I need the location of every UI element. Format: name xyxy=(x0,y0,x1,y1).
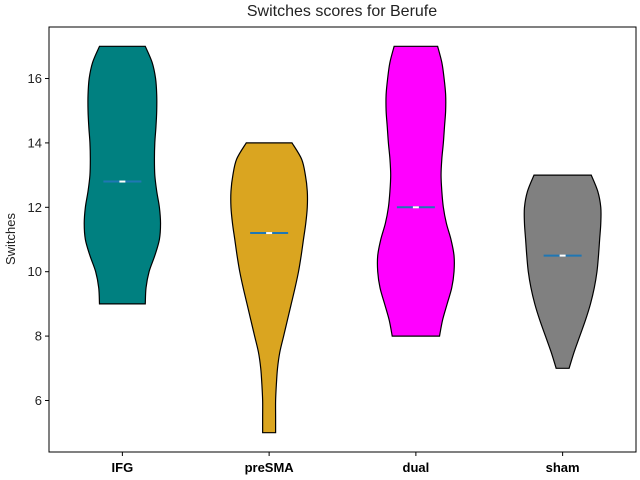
x-tick-label-dual: dual xyxy=(403,460,430,475)
violin-IFG xyxy=(83,45,162,305)
violin-body xyxy=(523,174,602,369)
violin-dual xyxy=(376,45,455,337)
y-tick-label: 14 xyxy=(28,135,42,150)
violin-group xyxy=(83,45,602,434)
violin-body xyxy=(230,142,309,434)
y-tick-label: 16 xyxy=(28,71,42,86)
violin-sham xyxy=(523,174,602,369)
violin-preSMA xyxy=(230,142,309,434)
x-tick-label-sham: sham xyxy=(546,460,580,475)
x-tick-label-preSMA: preSMA xyxy=(245,460,295,475)
violin-body xyxy=(376,45,455,337)
chart-title: Switches scores for Berufe xyxy=(247,3,437,20)
y-tick-label: 12 xyxy=(28,200,42,215)
plot-frame xyxy=(48,26,637,453)
x-tick-label-IFG: IFG xyxy=(112,460,134,475)
y-axis-label: Switches xyxy=(3,212,18,265)
axes: 6 8 10 12 14 16 IFG preSMA dual sham xyxy=(28,26,637,475)
y-tick-label: 6 xyxy=(35,393,42,408)
y-tick-label: 10 xyxy=(28,264,42,279)
y-tick-label: 8 xyxy=(35,329,42,344)
violin-body xyxy=(83,45,162,305)
